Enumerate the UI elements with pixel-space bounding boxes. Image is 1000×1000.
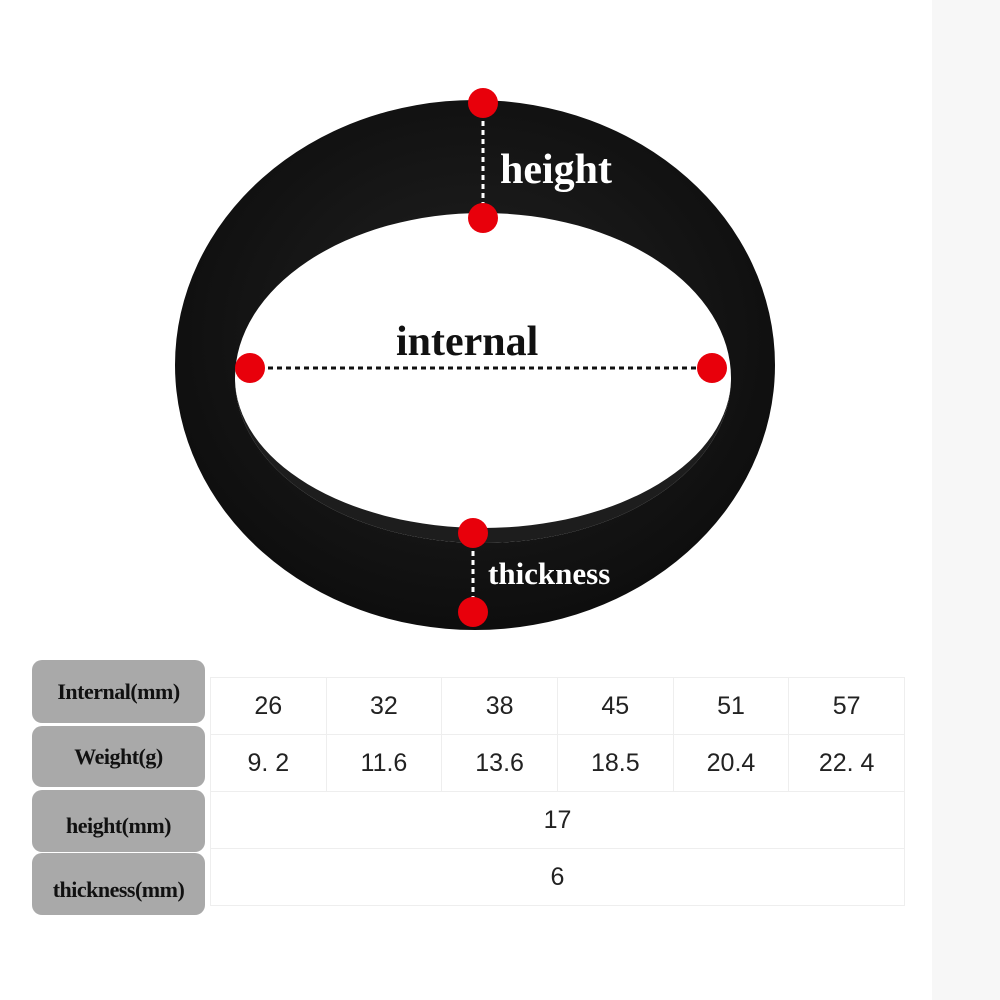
table-cell: 6 bbox=[210, 848, 905, 906]
height-top-marker bbox=[468, 88, 498, 118]
table-cell: 11.6 bbox=[325, 734, 443, 792]
ring-diagram bbox=[175, 88, 775, 630]
internal-right-marker bbox=[697, 353, 727, 383]
table-cell: 26 bbox=[210, 677, 327, 735]
height-bottom-marker bbox=[468, 203, 498, 233]
table-cell: 13.6 bbox=[441, 734, 558, 792]
size-table: 26 32 38 45 51 57 9. 2 11.6 13.6 18.5 20… bbox=[210, 677, 905, 906]
row-header-internal: Internal(mm) bbox=[32, 660, 205, 723]
table-cell: 18.5 bbox=[556, 734, 674, 792]
table-row-thickness: 6 bbox=[210, 848, 905, 906]
table-cell: 38 bbox=[441, 677, 558, 735]
row-header-thickness: thickness(mm) bbox=[32, 853, 205, 915]
table-row-height: 17 bbox=[210, 791, 905, 849]
internal-left-marker bbox=[235, 353, 265, 383]
thickness-bottom-marker bbox=[458, 597, 488, 627]
right-edge-strip bbox=[932, 0, 1000, 1000]
table-cell: 32 bbox=[325, 677, 443, 735]
height-label: height bbox=[500, 147, 613, 193]
row-header-height: height(mm) bbox=[32, 790, 205, 852]
table-cell: 9. 2 bbox=[210, 734, 327, 792]
thickness-label: thickness bbox=[488, 556, 611, 591]
table-cell: 20.4 bbox=[672, 734, 790, 792]
table-cell: 45 bbox=[556, 677, 674, 735]
table-row-internal: 26 32 38 45 51 57 bbox=[210, 677, 905, 735]
table-cell: 22. 4 bbox=[788, 734, 905, 792]
table-cell: 17 bbox=[210, 791, 905, 849]
table-cell: 57 bbox=[788, 677, 905, 735]
table-row-weight: 9. 2 11.6 13.6 18.5 20.4 22. 4 bbox=[210, 734, 905, 792]
thickness-top-marker bbox=[458, 518, 488, 548]
row-header-weight: Weight(g) bbox=[32, 726, 205, 787]
ring-band bbox=[175, 100, 775, 630]
internal-label: internal bbox=[396, 319, 539, 365]
table-cell: 51 bbox=[672, 677, 790, 735]
